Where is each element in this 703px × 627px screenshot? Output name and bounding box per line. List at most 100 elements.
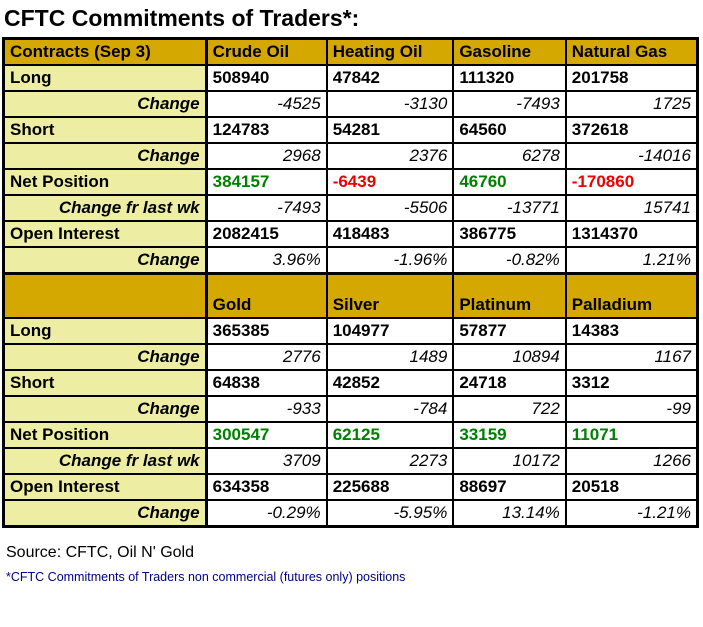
header-cell: Palladium: [564, 272, 699, 319]
table-row: Net Position 384157 -6439 46760 -170860: [2, 168, 699, 196]
change-cell: -13771: [452, 194, 567, 222]
row-label: Long: [2, 317, 208, 345]
change-cell: 1266: [564, 447, 699, 475]
footnote-text: *CFTC Commitments of Traders non commerc…: [6, 570, 406, 584]
change-cell: 1167: [564, 343, 699, 371]
table-row: Short 64838 42852 24718 3312: [2, 369, 699, 397]
change-cell: -1.21%: [564, 499, 699, 528]
value-cell: 54281: [325, 116, 455, 144]
header-cell: Crude Oil: [205, 37, 328, 66]
change-cell: -933: [205, 395, 328, 423]
change-cell: 3709: [205, 447, 328, 475]
change-cell: 13.14%: [452, 499, 567, 528]
header-cell: Heating Oil: [325, 37, 455, 66]
value-cell: 201758: [564, 64, 699, 92]
header-cell: Platinum: [452, 272, 567, 319]
value-cell: 24718: [452, 369, 567, 397]
page: CFTC Commitments of Traders*: Contracts …: [2, 5, 699, 584]
header-label-cell: [2, 272, 208, 319]
table-row: Change fr last wk -7493 -5506 -13771 15741: [2, 194, 699, 222]
table-row: Change 3.96% -1.96% -0.82% 1.21%: [2, 246, 699, 275]
table-row: Change -933 -784 722 -99: [2, 395, 699, 423]
row-label: Open Interest: [2, 220, 208, 248]
change-cell: 10172: [452, 447, 567, 475]
table-row: Open Interest 634358 225688 88697 20518: [2, 473, 699, 501]
change-cell: 1725: [564, 90, 699, 118]
value-cell: 372618: [564, 116, 699, 144]
change-cell: 2968: [205, 142, 328, 170]
source-text: Source: CFTC, Oil N' Gold: [6, 544, 194, 561]
net-position-cell: -6439: [325, 168, 455, 196]
change-cell: -4525: [205, 90, 328, 118]
change-cell: 2776: [205, 343, 328, 371]
row-label: Long: [2, 64, 208, 92]
row-label: Short: [2, 116, 208, 144]
value-cell: 508940: [205, 64, 328, 92]
change-cell: 1.21%: [564, 246, 699, 275]
value-cell: 20518: [564, 473, 699, 501]
net-position-cell: 300547: [205, 421, 328, 449]
table-row: Long 508940 47842 111320 201758: [2, 64, 699, 92]
row-label: Change: [2, 246, 208, 275]
change-cell: -784: [325, 395, 455, 423]
change-cell: -0.82%: [452, 246, 567, 275]
row-label: Change: [2, 142, 208, 170]
value-cell: 3312: [564, 369, 699, 397]
value-cell: 225688: [325, 473, 455, 501]
header-cell: Silver: [325, 272, 455, 319]
net-position-cell: 46760: [452, 168, 567, 196]
row-label: Net Position: [2, 421, 208, 449]
value-cell: 111320: [452, 64, 567, 92]
change-cell: -5.95%: [325, 499, 455, 528]
row-label: Short: [2, 369, 208, 397]
change-cell: -3130: [325, 90, 455, 118]
change-cell: -7493: [205, 194, 328, 222]
value-cell: 124783: [205, 116, 328, 144]
cot-table-body: Contracts (Sep 3) Crude Oil Heating Oil Gas…: [2, 37, 699, 528]
header-row-1: Contracts (Sep 3) Crude Oil Heating Oil Gas…: [2, 37, 699, 66]
value-cell: 88697: [452, 473, 567, 501]
cot-table: Contracts (Sep 3) Crude Oil Heating Oil Gas…: [2, 37, 699, 528]
change-cell: 1489: [325, 343, 455, 371]
table-row: Long 365385 104977 57877 14383: [2, 317, 699, 345]
row-label: Change fr last wk: [2, 447, 208, 475]
value-cell: 14383: [564, 317, 699, 345]
net-position-cell: 384157: [205, 168, 328, 196]
table-row: Change 2968 2376 6278 -14016: [2, 142, 699, 170]
value-cell: 634358: [205, 473, 328, 501]
net-position-cell: -170860: [564, 168, 699, 196]
header-cell: Gold: [205, 272, 328, 319]
change-cell: 10894: [452, 343, 567, 371]
row-label: Change: [2, 395, 208, 423]
table-row: Change -4525 -3130 -7493 1725: [2, 90, 699, 118]
change-cell: -0.29%: [205, 499, 328, 528]
value-cell: 2082415: [205, 220, 328, 248]
row-label: Change fr last wk: [2, 194, 208, 222]
header-cell: Gasoline: [452, 37, 567, 66]
change-cell: 722: [452, 395, 567, 423]
page-title: CFTC Commitments of Traders*:: [4, 5, 360, 31]
change-cell: -1.96%: [325, 246, 455, 275]
change-cell: 2376: [325, 142, 455, 170]
change-cell: -5506: [325, 194, 455, 222]
net-position-cell: 33159: [452, 421, 567, 449]
table-row: Short 124783 54281 64560 372618: [2, 116, 699, 144]
value-cell: 64560: [452, 116, 567, 144]
value-cell: 104977: [325, 317, 455, 345]
change-cell: 3.96%: [205, 246, 328, 275]
value-cell: 64838: [205, 369, 328, 397]
row-label: Change: [2, 343, 208, 371]
net-position-cell: 62125: [325, 421, 455, 449]
change-cell: -7493: [452, 90, 567, 118]
value-cell: 47842: [325, 64, 455, 92]
change-cell: -14016: [564, 142, 699, 170]
table-row: Change -0.29% -5.95% 13.14% -1.21%: [2, 499, 699, 528]
value-cell: 1314370: [564, 220, 699, 248]
header-row-2: Gold Silver Platinum Palladium: [2, 272, 699, 319]
table-row: Open Interest 2082415 418483 386775 1314370: [2, 220, 699, 248]
row-label: Net Position: [2, 168, 208, 196]
change-cell: 6278: [452, 142, 567, 170]
value-cell: 386775: [452, 220, 567, 248]
header-label-cell: Contracts (Sep 3): [2, 37, 208, 66]
change-cell: 2273: [325, 447, 455, 475]
